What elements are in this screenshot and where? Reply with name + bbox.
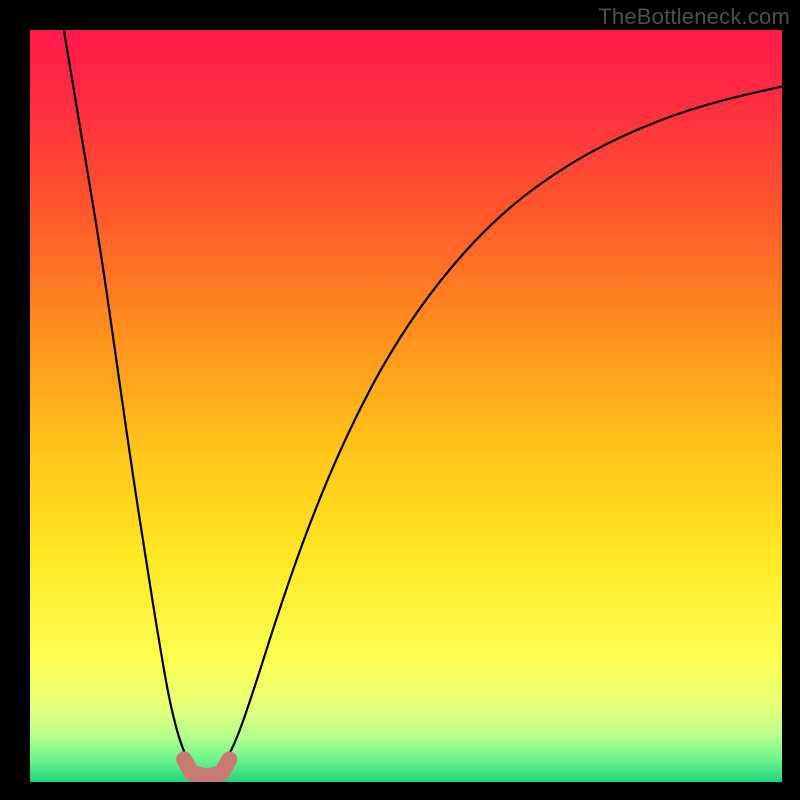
bottleneck-chart (0, 0, 800, 800)
figure-container: TheBottleneck.com (0, 0, 800, 800)
plot-gradient-background (30, 30, 782, 782)
watermark-label: TheBottleneck.com (598, 4, 790, 30)
